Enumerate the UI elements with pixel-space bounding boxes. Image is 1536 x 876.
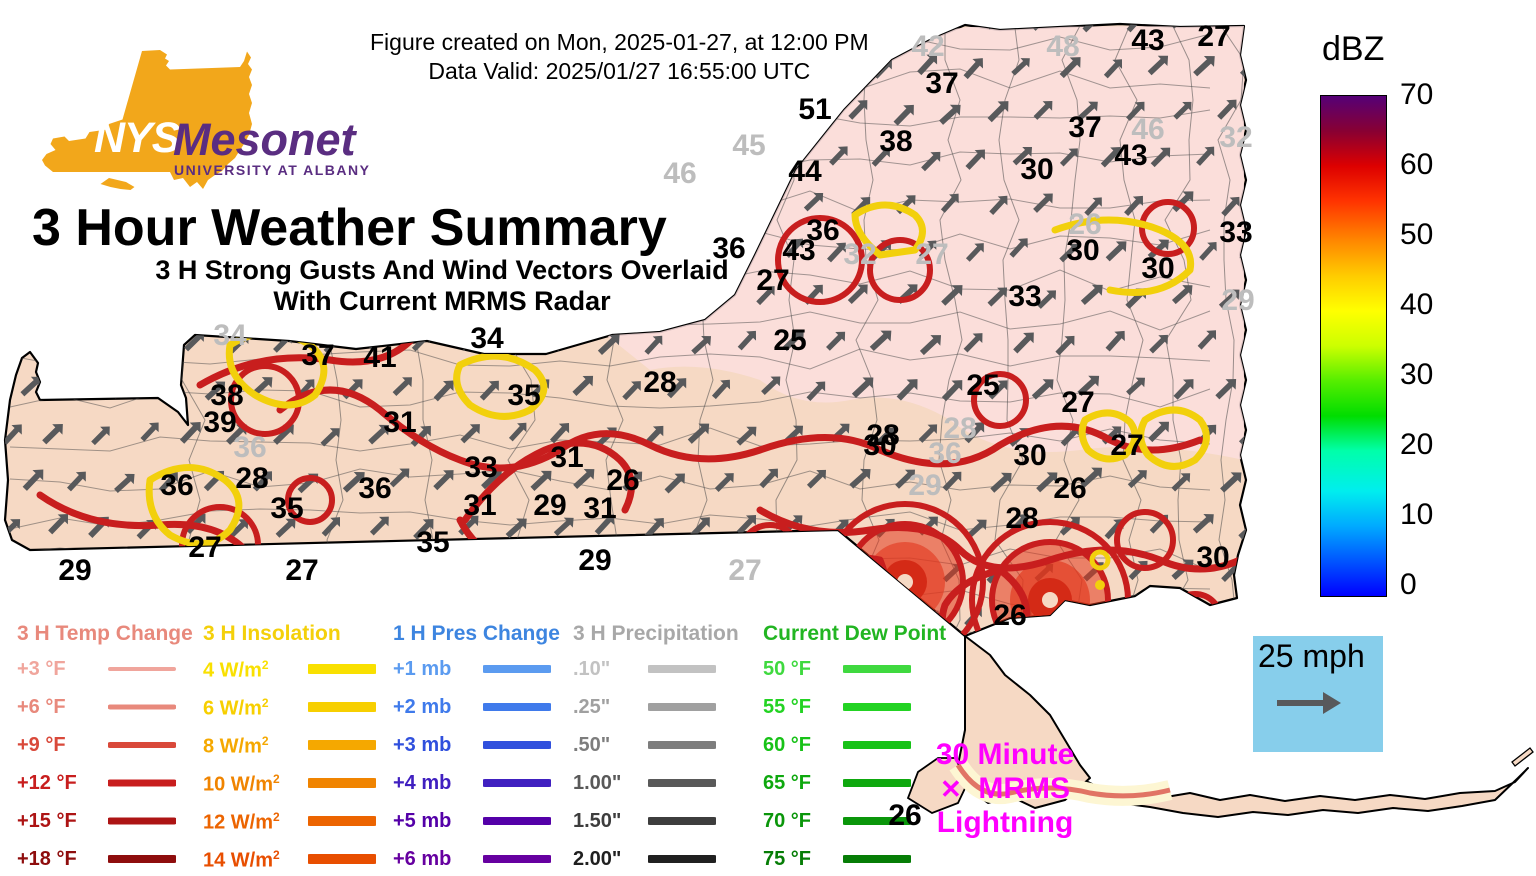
svg-text:36: 36 [712,232,745,265]
svg-text:35: 35 [507,379,540,412]
svg-text:28: 28 [235,462,268,495]
svg-text:48: 48 [1046,30,1079,63]
svg-text:36: 36 [233,431,266,464]
svg-text:30: 30 [863,429,896,462]
svg-text:29: 29 [578,544,611,577]
svg-text:33: 33 [464,451,497,484]
svg-text:25: 25 [773,324,806,357]
svg-text:27: 27 [1197,20,1230,53]
svg-text:30: 30 [1013,439,1046,472]
svg-text:51: 51 [798,93,831,126]
svg-text:37: 37 [925,67,958,100]
svg-text:41: 41 [363,341,396,374]
svg-text:27: 27 [1061,386,1094,419]
svg-text:31: 31 [583,492,616,525]
svg-text:35: 35 [416,526,449,559]
svg-text:42: 42 [911,30,944,63]
svg-text:27: 27 [1110,429,1143,462]
svg-text:27: 27 [188,531,221,564]
svg-text:33: 33 [1008,280,1041,313]
svg-text:26: 26 [1053,472,1086,505]
svg-text:43: 43 [1114,139,1147,172]
svg-text:37: 37 [1068,111,1101,144]
svg-text:29: 29 [908,469,941,502]
svg-text:35: 35 [270,492,303,525]
svg-text:26: 26 [993,599,1026,632]
svg-text:28: 28 [943,412,976,445]
svg-text:27: 27 [285,554,318,587]
svg-text:45: 45 [732,129,765,162]
svg-text:43: 43 [1131,24,1164,57]
svg-text:31: 31 [463,489,496,522]
svg-text:36: 36 [160,469,193,502]
svg-text:39: 39 [203,406,236,439]
svg-text:33: 33 [1219,216,1252,249]
svg-text:30: 30 [1141,252,1174,285]
svg-text:44: 44 [788,155,822,188]
svg-text:29: 29 [533,489,566,522]
svg-text:32: 32 [843,238,876,271]
svg-text:27: 27 [728,554,761,587]
svg-text:25: 25 [966,369,999,402]
svg-text:37: 37 [301,339,334,372]
svg-text:30: 30 [1196,541,1229,574]
svg-text:27: 27 [756,264,789,297]
svg-text:28: 28 [643,366,676,399]
svg-text:32: 32 [1219,121,1252,154]
svg-text:29: 29 [1221,284,1254,317]
svg-text:30: 30 [1020,153,1053,186]
svg-text:34: 34 [213,319,247,352]
svg-text:38: 38 [879,125,912,158]
svg-text:34: 34 [470,322,504,355]
svg-text:29: 29 [58,554,91,587]
svg-text:30: 30 [1066,234,1099,267]
svg-text:43: 43 [782,234,815,267]
svg-text:28: 28 [1005,502,1038,535]
svg-text:46: 46 [663,157,696,190]
svg-text:31: 31 [550,441,583,474]
svg-text:27: 27 [915,238,948,271]
svg-text:31: 31 [383,406,416,439]
svg-text:36: 36 [358,472,391,505]
